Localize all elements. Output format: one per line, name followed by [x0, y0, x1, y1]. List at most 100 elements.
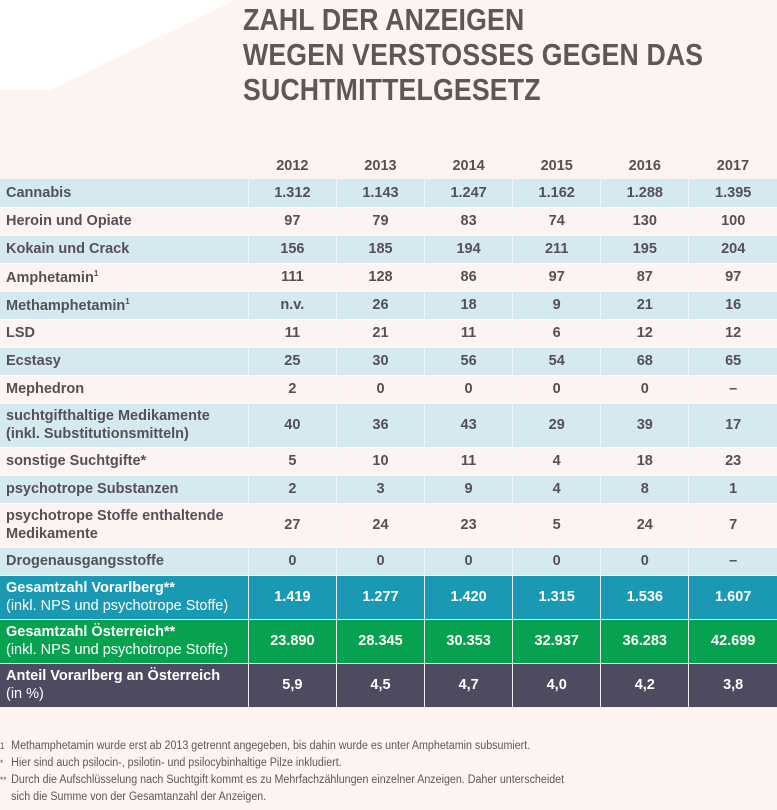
title-line-3: SUCHTMITTELGESETZ — [243, 72, 541, 107]
cell-value: 29 — [512, 403, 601, 448]
cell-value: 21 — [335, 319, 425, 348]
year-header: 2016 — [628, 157, 661, 174]
cell-value: 0 — [424, 375, 513, 404]
cell-value: 6 — [512, 319, 601, 348]
year-header: 2015 — [540, 157, 573, 174]
cell-value: 0 — [600, 375, 689, 404]
row-label: Ecstasy — [0, 347, 249, 376]
cell-value: 23.890 — [247, 619, 337, 664]
cell-value: 79 — [335, 207, 425, 236]
year-header: 2014 — [452, 157, 485, 174]
corner-decoration — [0, 0, 240, 90]
cell-value: 97 — [688, 263, 777, 292]
cell-value: 86 — [424, 263, 513, 292]
cell-value: 4,0 — [512, 663, 601, 708]
cell-value: 87 — [600, 263, 689, 292]
cell-value: 2 — [247, 475, 337, 504]
cell-value: 68 — [600, 347, 689, 376]
cell-value: 0 — [424, 547, 513, 576]
cell-value: 36.283 — [600, 619, 689, 664]
year-header-row: 2012 2013 2014 2015 2016 2017 — [0, 152, 777, 179]
cell-value: 1.312 — [247, 179, 337, 208]
row-label: Amphetamin1 — [0, 263, 249, 292]
cell-value: 97 — [512, 263, 601, 292]
row-label-text: Gesamtzahl Österreich** — [6, 624, 176, 640]
table-row: LSD 11 21 11 6 12 12 — [0, 319, 777, 348]
cell-value: 0 — [600, 547, 689, 576]
cell-value: 23 — [688, 447, 777, 476]
cell-value: 0 — [335, 375, 425, 404]
table-row: suchtgifthaltige Medikamente (inkl. Subst… — [0, 403, 777, 448]
cell-value: 1.315 — [512, 575, 601, 620]
cell-value: n.v. — [247, 291, 337, 320]
cell-value: 12 — [600, 319, 689, 348]
row-label-text: Kokain und Crack — [6, 241, 130, 257]
cell-value: 32.937 — [512, 619, 601, 664]
cell-value: 1.536 — [600, 575, 689, 620]
table-row: sonstige Suchtgifte* 5 10 11 4 18 23 — [0, 447, 777, 476]
row-label: Methamphetamin1 — [0, 291, 249, 320]
footnote-ref: 1 — [125, 296, 130, 306]
cell-value: 17 — [688, 403, 777, 448]
cell-value: 1.607 — [688, 575, 777, 620]
cell-value: 26 — [335, 291, 425, 320]
cell-value: 28.345 — [335, 619, 425, 664]
cell-value: 4 — [512, 447, 601, 476]
cell-value: 9 — [424, 475, 513, 504]
cell-value: 42.699 — [688, 619, 777, 664]
cell-value: 1.288 — [600, 179, 689, 208]
cell-value: 24 — [600, 503, 689, 548]
row-label-text: Drogenausgangsstoffe — [6, 553, 164, 569]
row-label: LSD — [0, 319, 249, 348]
title-line-1: ZAHL DER ANZEIGEN — [243, 2, 525, 37]
cell-value: 74 — [512, 207, 601, 236]
cell-value: 1.395 — [688, 179, 777, 208]
year-header: 2012 — [276, 157, 309, 174]
table-row: psychotrope Stoffe enthaltende Medikament… — [0, 503, 777, 548]
cell-value: 18 — [600, 447, 689, 476]
cell-value: 100 — [688, 207, 777, 236]
footnote-text: Methamphetamin wurde erst ab 2013 getren… — [11, 740, 531, 752]
cell-value: 11 — [424, 319, 513, 348]
row-label: Cannabis — [0, 179, 249, 208]
table-row: Methamphetamin1 n.v. 26 18 9 21 16 — [0, 291, 777, 320]
cell-value: 36 — [335, 403, 425, 448]
cell-value: 27 — [247, 503, 337, 548]
row-label: Heroin und Opiate — [0, 207, 249, 236]
row-label: psychotrope Stoffe enthaltende Medikament… — [0, 503, 249, 548]
page-title: ZAHL DER ANZEIGEN WEGEN VERSTOSSES GEGEN… — [243, 2, 703, 107]
cell-value: 2 — [247, 375, 337, 404]
footnote-text: Durch die Aufschlüsselung nach Suchtgift… — [11, 774, 565, 786]
cell-value: 5,9 — [247, 663, 337, 708]
table-row: psychotrope Substanzen 2 3 9 4 8 1 — [0, 475, 777, 504]
footnote-mark: * — [0, 758, 4, 768]
row-label-text: LSD — [6, 325, 35, 341]
footnote-mark: ** — [0, 775, 7, 785]
cell-value: 39 — [600, 403, 689, 448]
footnotes: 1 Methamphetamin wurde erst ab 2013 getre… — [0, 738, 777, 806]
cell-value: 83 — [424, 207, 513, 236]
cell-value: 4,2 — [600, 663, 689, 708]
row-label-text: psychotrope Stoffe enthaltende — [6, 508, 224, 524]
cell-value: 0 — [335, 547, 425, 576]
cell-value: 204 — [688, 235, 777, 264]
row-label-text: Cannabis — [6, 184, 72, 201]
row-label-text: suchtgifthaltige Medikamente — [6, 408, 210, 424]
cell-value: 0 — [512, 547, 601, 576]
cell-value: 97 — [247, 207, 337, 236]
row-label-text: Amphetamin — [6, 269, 94, 286]
row-label: Mephedron — [0, 375, 249, 404]
row-label-text: Heroin und Opiate — [6, 213, 132, 229]
row-label-subtext: (inkl. Substitutionsmitteln) — [6, 426, 189, 442]
row-label-subtext: Medikamente — [6, 526, 98, 542]
cell-value: 65 — [688, 347, 777, 376]
row-label: Anteil Vorarlberg an Österreich (in %) — [0, 663, 249, 708]
row-label: Gesamtzahl Vorarlberg** (inkl. NPS und ps… — [0, 575, 249, 620]
table-row: Cannabis 1.312 1.143 1.247 1.162 1.288 1.395 — [0, 179, 777, 208]
footnote-ref: 1 — [93, 268, 99, 278]
cell-value: 1.419 — [247, 575, 337, 620]
cell-value: 10 — [335, 447, 425, 476]
table-row: Mephedron 2 0 0 0 0– — [0, 375, 777, 404]
footnote: ** Durch die Aufschlüsselung nach Suchtgi… — [0, 772, 723, 789]
footnote: 1 Methamphetamin wurde erst ab 2013 getre… — [0, 738, 723, 755]
